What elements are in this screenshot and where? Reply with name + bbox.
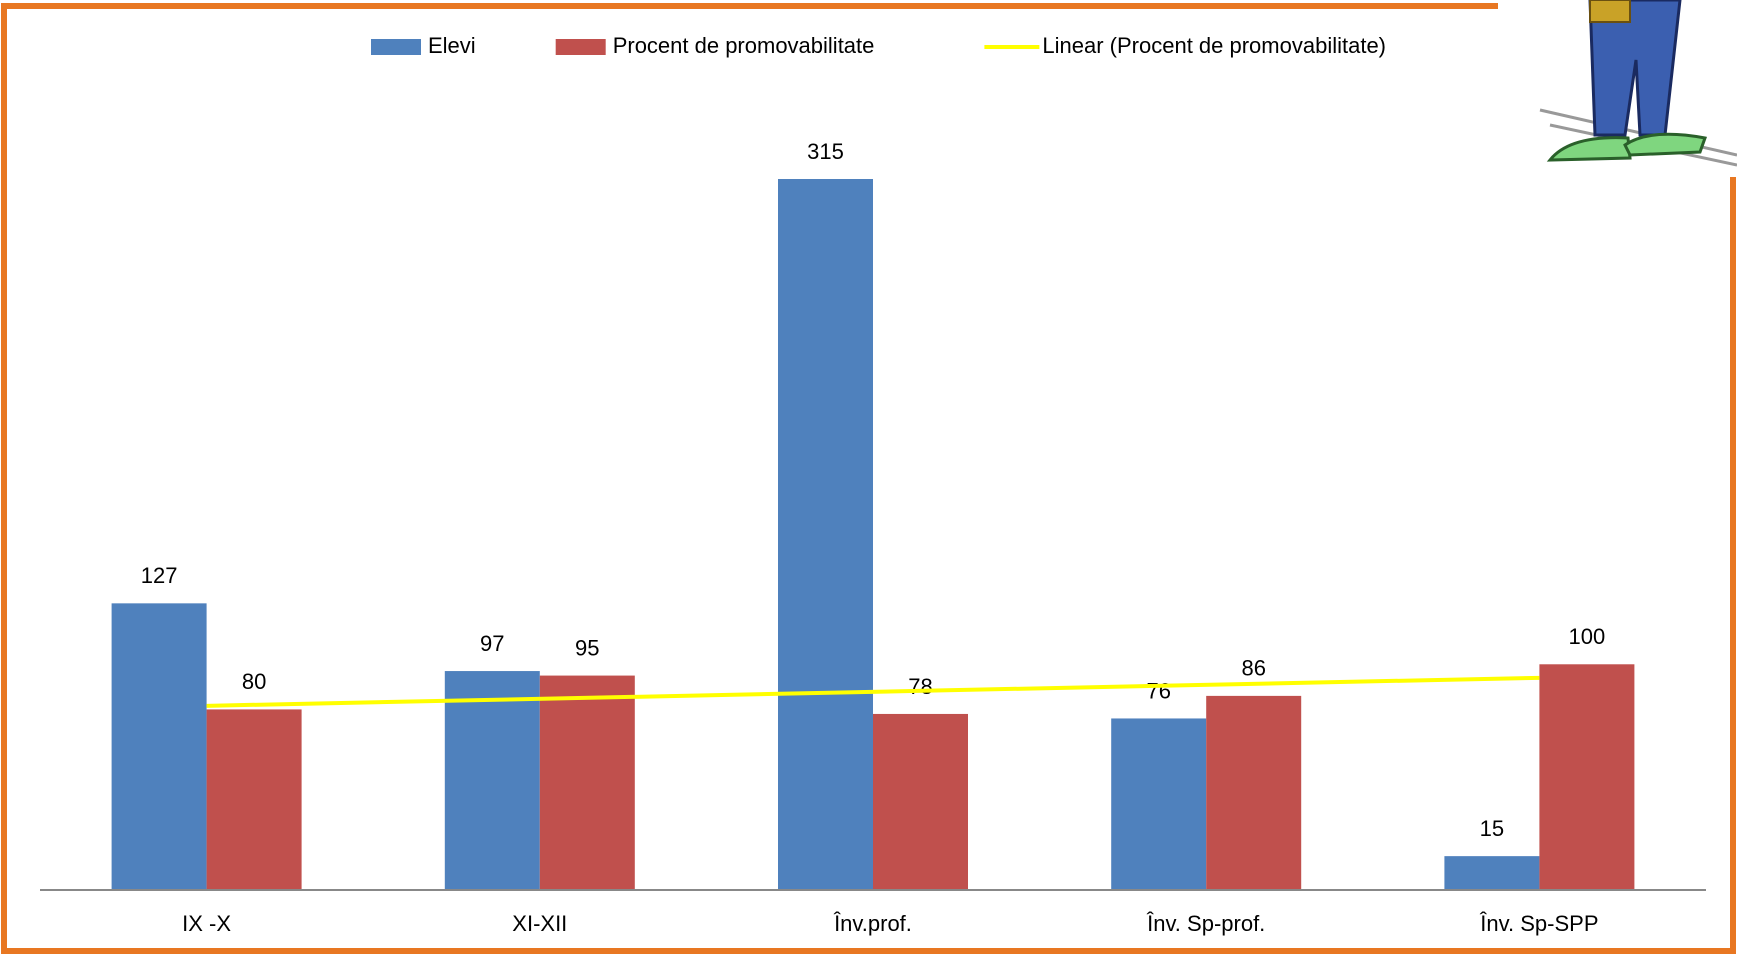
x-tick-label: Înv.prof. xyxy=(833,911,912,936)
data-label: 15 xyxy=(1480,816,1504,841)
bar xyxy=(539,675,635,890)
x-tick-label: Înv. Sp-SPP xyxy=(1479,911,1598,936)
x-tick-label: IX -X xyxy=(182,911,231,936)
legend-label: Procent de promovabilitate xyxy=(613,33,875,58)
data-label: 76 xyxy=(1146,678,1170,703)
bar xyxy=(1539,664,1635,890)
legend-label: Elevi xyxy=(428,33,476,58)
trendline xyxy=(206,675,1540,708)
bar xyxy=(778,179,873,890)
bar xyxy=(206,709,302,890)
data-label: 80 xyxy=(242,669,266,694)
data-label: 97 xyxy=(480,631,504,656)
cartoon-figure xyxy=(1498,0,1737,177)
data-label: 100 xyxy=(1569,624,1606,649)
legend-swatch xyxy=(555,39,606,55)
data-label: 78 xyxy=(908,674,932,699)
bar xyxy=(1206,695,1302,890)
bar xyxy=(873,713,968,890)
data-label: 95 xyxy=(575,635,599,660)
legend-swatch xyxy=(371,39,421,55)
bar xyxy=(1444,856,1540,890)
data-label: 315 xyxy=(807,139,844,164)
chart-border xyxy=(1,3,1736,954)
bar xyxy=(444,671,540,890)
legend-label: Linear (Procent de promovabilitate) xyxy=(1042,33,1386,58)
x-tick-label: Înv. Sp-prof. xyxy=(1146,911,1265,936)
bar xyxy=(1111,718,1207,890)
data-label: 127 xyxy=(141,563,178,588)
data-label: 86 xyxy=(1241,656,1265,681)
bar xyxy=(111,603,207,890)
x-tick-label: XI-XII xyxy=(512,911,567,936)
